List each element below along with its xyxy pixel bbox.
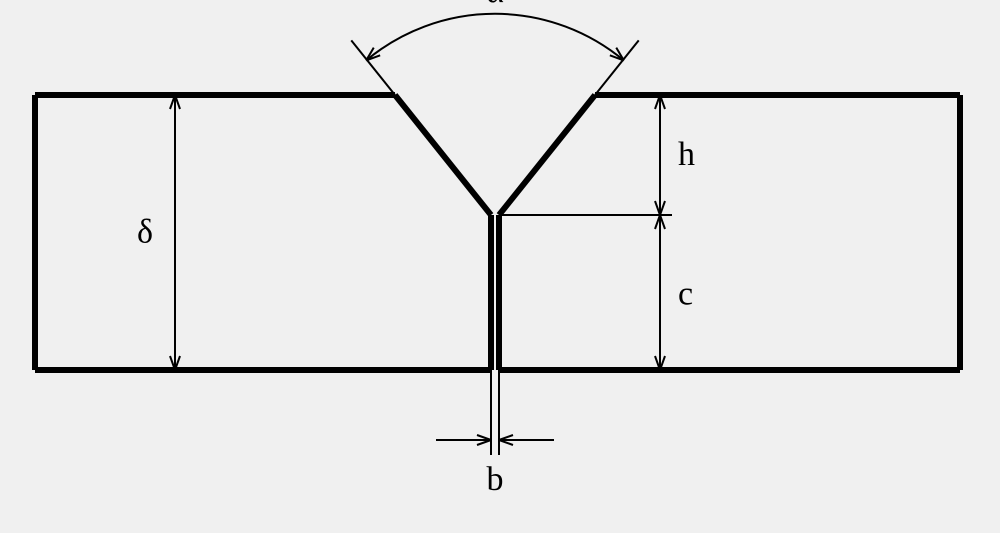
label-c: c <box>678 276 693 313</box>
groove-weld-diagram: α δ h c b <box>0 0 1000 533</box>
label-b: b <box>487 461 504 498</box>
label-h: h <box>678 136 695 173</box>
label-delta: δ <box>137 214 153 251</box>
angle-arc <box>366 14 624 61</box>
label-alpha: α <box>486 0 504 10</box>
